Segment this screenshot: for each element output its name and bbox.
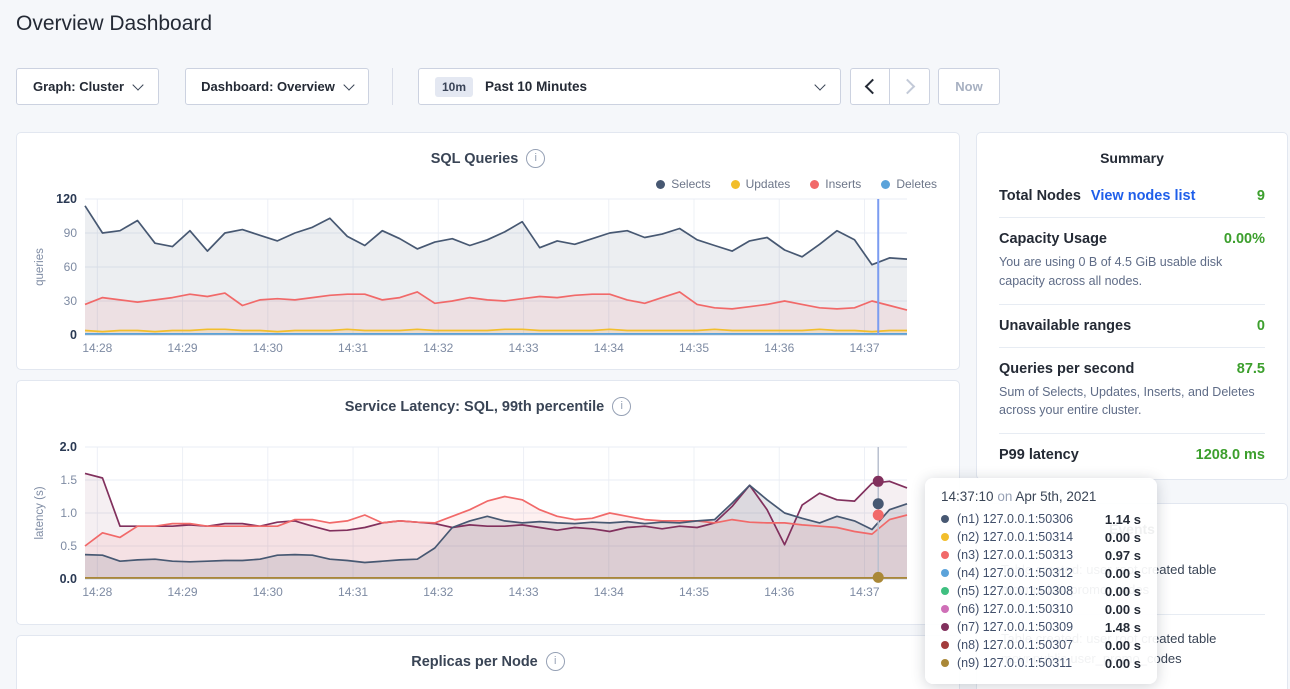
summary-description: You are using 0 B of 4.5 GiB usable disk… [999, 253, 1265, 291]
svg-text:latency (s): latency (s) [34, 486, 46, 539]
event-item[interactable]: Table created: user root created table m… [999, 614, 1265, 683]
events-panel: Events Table created: user root created … [976, 503, 1288, 689]
events-title: Events [977, 504, 1287, 546]
svg-text:queries: queries [34, 248, 46, 286]
chevron-down-icon [814, 79, 825, 90]
summary-label: Unavailable ranges [999, 318, 1131, 334]
svg-text:14:36: 14:36 [764, 341, 794, 355]
svg-text:14:28: 14:28 [82, 341, 112, 355]
svg-text:14:29: 14:29 [168, 341, 198, 355]
svg-text:90: 90 [64, 226, 78, 240]
toolbar-divider [392, 68, 393, 105]
service-latency-card: Service Latency: SQL, 99th percentile i … [16, 380, 960, 625]
summary-label: Capacity Usage [999, 231, 1107, 247]
summary-value: 0.00% [1224, 231, 1265, 247]
chart-title: Replicas per Node [411, 654, 538, 670]
sql-queries-card: SQL Queries i Selects Updates Inserts De… [16, 132, 960, 370]
chevron-left-icon [864, 79, 880, 95]
info-icon[interactable]: i [526, 149, 545, 168]
sql-queries-chart[interactable]: 14:28 14:29 14:30 14:31 14:32 14:33 14:34 14:35… [29, 185, 949, 363]
svg-text:14:31: 14:31 [338, 341, 368, 355]
time-range-label: Past 10 Minutes [485, 79, 587, 94]
svg-text:14:33: 14:33 [509, 585, 539, 599]
summary-row-capacity-usage: Capacity Usage 0.00% You are using 0 B o… [999, 217, 1265, 304]
graph-selector-label: Graph: Cluster [33, 79, 124, 94]
time-range-badge: 10m [435, 77, 473, 97]
time-range-dropdown[interactable]: 10m Past 10 Minutes [418, 68, 841, 105]
svg-text:30: 30 [64, 294, 78, 308]
tooltip-on: on [997, 489, 1012, 504]
now-button[interactable]: Now [938, 68, 1000, 105]
time-prev-button[interactable] [850, 68, 890, 105]
summary-row-p99-latency: P99 latency 1208.0 ms [999, 433, 1265, 476]
dashboard-selector-label: Dashboard: Overview [201, 79, 335, 94]
svg-text:14:35: 14:35 [679, 341, 709, 355]
summary-row-total-nodes: Total Nodes View nodes list 9 [999, 175, 1265, 217]
time-next-button[interactable] [890, 68, 930, 105]
page-title: Overview Dashboard [16, 12, 212, 36]
svg-text:1.0: 1.0 [60, 506, 77, 520]
overview-dashboard-page: Overview Dashboard Graph: Cluster Dashbo… [0, 0, 1290, 689]
svg-text:0.5: 0.5 [60, 539, 77, 553]
svg-text:14:34: 14:34 [594, 585, 624, 599]
svg-text:14:37: 14:37 [849, 585, 879, 599]
svg-text:14:35: 14:35 [679, 585, 709, 599]
info-icon[interactable]: i [612, 397, 631, 416]
view-nodes-list-link[interactable]: View nodes list [1091, 188, 1196, 204]
svg-text:60: 60 [64, 260, 78, 274]
summary-label: Total Nodes [999, 188, 1081, 204]
svg-text:14:29: 14:29 [168, 585, 198, 599]
svg-text:14:28: 14:28 [82, 585, 112, 599]
event-item[interactable]: Table created: user root created table m… [999, 546, 1265, 614]
info-icon[interactable]: i [546, 652, 565, 671]
graph-selector-dropdown[interactable]: Graph: Cluster [16, 68, 159, 105]
tooltip-date: Apr 5th, 2021 [1015, 489, 1096, 504]
summary-label: P99 latency [999, 447, 1079, 463]
summary-row-unavailable-ranges: Unavailable ranges 0 [999, 304, 1265, 347]
svg-text:14:30: 14:30 [253, 341, 283, 355]
chevron-down-icon [343, 79, 354, 90]
summary-description: Sum of Selects, Updates, Inserts, and De… [999, 383, 1265, 421]
summary-value: 0 [1257, 318, 1265, 334]
summary-panel: Summary Total Nodes View nodes list 9 Ca… [976, 132, 1288, 480]
svg-text:2.0: 2.0 [60, 440, 77, 454]
service-latency-chart[interactable]: 14:28 14:29 14:30 14:31 14:32 14:33 14:34 14:35… [29, 433, 949, 607]
toolbar: Graph: Cluster Dashboard: Overview 10m P… [0, 68, 1290, 106]
chevron-down-icon [132, 79, 143, 90]
svg-text:1.5: 1.5 [60, 473, 77, 487]
svg-text:0: 0 [70, 328, 77, 342]
svg-text:14:36: 14:36 [764, 585, 794, 599]
svg-text:120: 120 [56, 192, 77, 206]
svg-text:14:32: 14:32 [423, 585, 453, 599]
chevron-right-icon [900, 79, 916, 95]
summary-value: 87.5 [1237, 361, 1265, 377]
summary-value: 1208.0 ms [1196, 447, 1265, 463]
dashboard-selector-dropdown[interactable]: Dashboard: Overview [185, 68, 369, 105]
svg-text:14:34: 14:34 [594, 341, 624, 355]
chart-title: SQL Queries [431, 151, 519, 167]
summary-label: Queries per second [999, 361, 1134, 377]
summary-value: 9 [1257, 188, 1265, 204]
summary-row-queries-per-second: Queries per second 87.5 Sum of Selects, … [999, 347, 1265, 434]
svg-text:0.0: 0.0 [60, 572, 77, 586]
svg-text:14:32: 14:32 [423, 341, 453, 355]
summary-title: Summary [977, 133, 1287, 175]
replicas-per-node-card: Replicas per Node i [16, 635, 960, 689]
svg-text:14:31: 14:31 [338, 585, 368, 599]
tooltip-timestamp: 14:37:10 on Apr 5th, 2021 [941, 489, 1141, 504]
time-pager [850, 68, 930, 105]
svg-text:14:30: 14:30 [253, 585, 283, 599]
chart-title: Service Latency: SQL, 99th percentile [345, 399, 605, 415]
svg-text:14:33: 14:33 [509, 341, 539, 355]
svg-text:14:37: 14:37 [849, 341, 879, 355]
